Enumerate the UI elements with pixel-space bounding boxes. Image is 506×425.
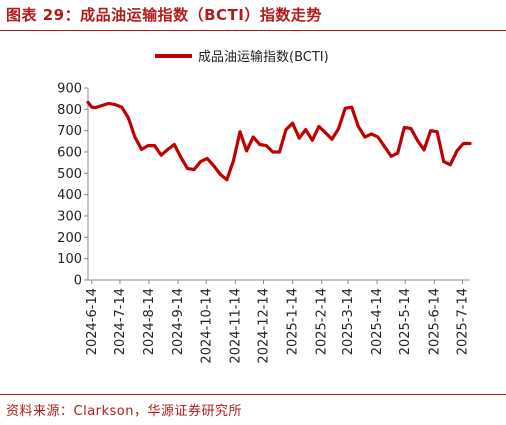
y-tick-label: 600 xyxy=(57,146,82,161)
series-line-bcti xyxy=(86,100,472,182)
legend: 成品油运输指数(BCTI) xyxy=(155,49,329,65)
y-tick-label: 900 xyxy=(57,82,82,97)
legend-label: 成品油运输指数(BCTI) xyxy=(198,49,329,65)
y-tick-label: 200 xyxy=(57,231,82,246)
y-tick-label: 800 xyxy=(57,103,82,118)
y-tick-label: 100 xyxy=(57,252,82,267)
y-tick-label: 500 xyxy=(57,167,82,182)
series-group xyxy=(86,100,472,182)
y-axis: 0 100 200 300 400 500 600 700 800 900 xyxy=(57,82,89,289)
source-divider xyxy=(0,394,506,395)
x-tick-label: 2024-6-14 xyxy=(85,288,100,355)
x-tick-label: 2025-5-14 xyxy=(398,288,413,355)
x-tick-label: 2024-12-14 xyxy=(257,288,272,364)
y-tick-label: 300 xyxy=(57,210,82,225)
x-tick-label: 2025-6-14 xyxy=(427,288,442,355)
x-tick-label: 2025-3-14 xyxy=(341,288,356,355)
x-tick-label: 2024-7-14 xyxy=(113,288,128,355)
x-tick-label: 2024-11-14 xyxy=(228,288,243,364)
title-divider xyxy=(0,30,506,31)
x-tick-label: 2025-7-14 xyxy=(455,288,470,355)
figure-title: 图表 29：成品油运输指数（BCTI）指数走势 xyxy=(6,6,322,24)
x-axis: 2024-6-14 2024-7-14 2024-8-14 2024-9-14 2024… xyxy=(85,279,470,364)
x-tick-label: 2024-9-14 xyxy=(171,288,186,355)
x-tick-label: 2025-1-14 xyxy=(286,288,301,355)
x-tick-label: 2024-8-14 xyxy=(142,288,157,355)
x-tick-label: 2025-4-14 xyxy=(370,288,385,355)
y-tick-label: 400 xyxy=(57,188,82,203)
source-note: 资料来源：Clarkson，华源证券研究所 xyxy=(6,404,242,419)
y-tick-label: 0 xyxy=(74,274,82,289)
x-tick-label: 2025-2-14 xyxy=(315,288,330,355)
y-tick-label: 700 xyxy=(57,124,82,139)
x-tick-label: 2024-10-14 xyxy=(199,288,214,364)
